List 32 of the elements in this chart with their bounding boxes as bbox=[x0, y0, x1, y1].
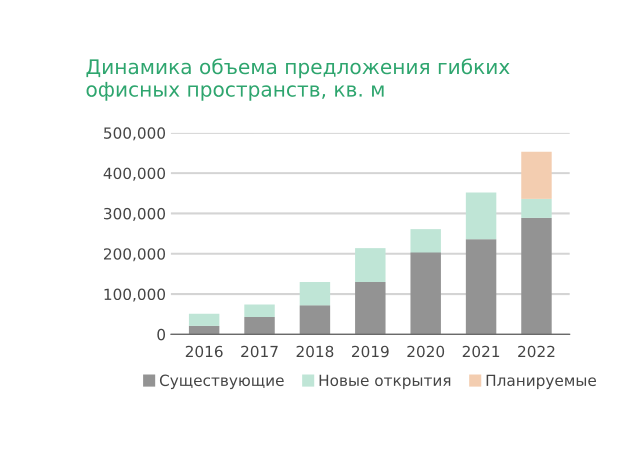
y-tick-label: 400,000 bbox=[104, 168, 166, 181]
bar bbox=[300, 305, 330, 334]
bar bbox=[410, 229, 441, 253]
bar bbox=[244, 317, 275, 334]
x-tick-label: 2018 bbox=[296, 346, 334, 358]
bar bbox=[521, 218, 552, 334]
legend-label: Планируемые bbox=[486, 374, 596, 390]
y-tick-label: 500,000 bbox=[104, 127, 166, 140]
x-tick-label: 2020 bbox=[407, 346, 444, 358]
x-tick-label: 2017 bbox=[241, 346, 278, 358]
bar bbox=[355, 282, 386, 334]
x-tick-label: 2019 bbox=[352, 346, 389, 358]
bar bbox=[466, 192, 496, 240]
y-tick-label: 0 bbox=[157, 328, 166, 340]
x-tick-label: 2022 bbox=[518, 346, 554, 358]
x-tick-label: 2021 bbox=[462, 346, 500, 358]
bar bbox=[188, 326, 220, 334]
y-tick-label: 200,000 bbox=[104, 248, 166, 262]
bar bbox=[300, 282, 330, 306]
y-tick-label: 100,000 bbox=[104, 288, 166, 302]
legend-label: Новые открытия bbox=[320, 374, 450, 390]
bar bbox=[410, 252, 441, 334]
bar bbox=[521, 152, 552, 199]
chart-title: Динамика объема предложения гибких офисных пространств, кв. м bbox=[86, 58, 510, 101]
legend-label: Существующие bbox=[160, 374, 284, 390]
bar bbox=[355, 248, 386, 282]
x-tick-label: 2016 bbox=[186, 346, 223, 358]
bar bbox=[466, 239, 496, 334]
y-tick-label: 300,000 bbox=[104, 208, 166, 222]
bar bbox=[521, 198, 552, 218]
bar bbox=[244, 304, 275, 318]
bar bbox=[188, 314, 220, 326]
